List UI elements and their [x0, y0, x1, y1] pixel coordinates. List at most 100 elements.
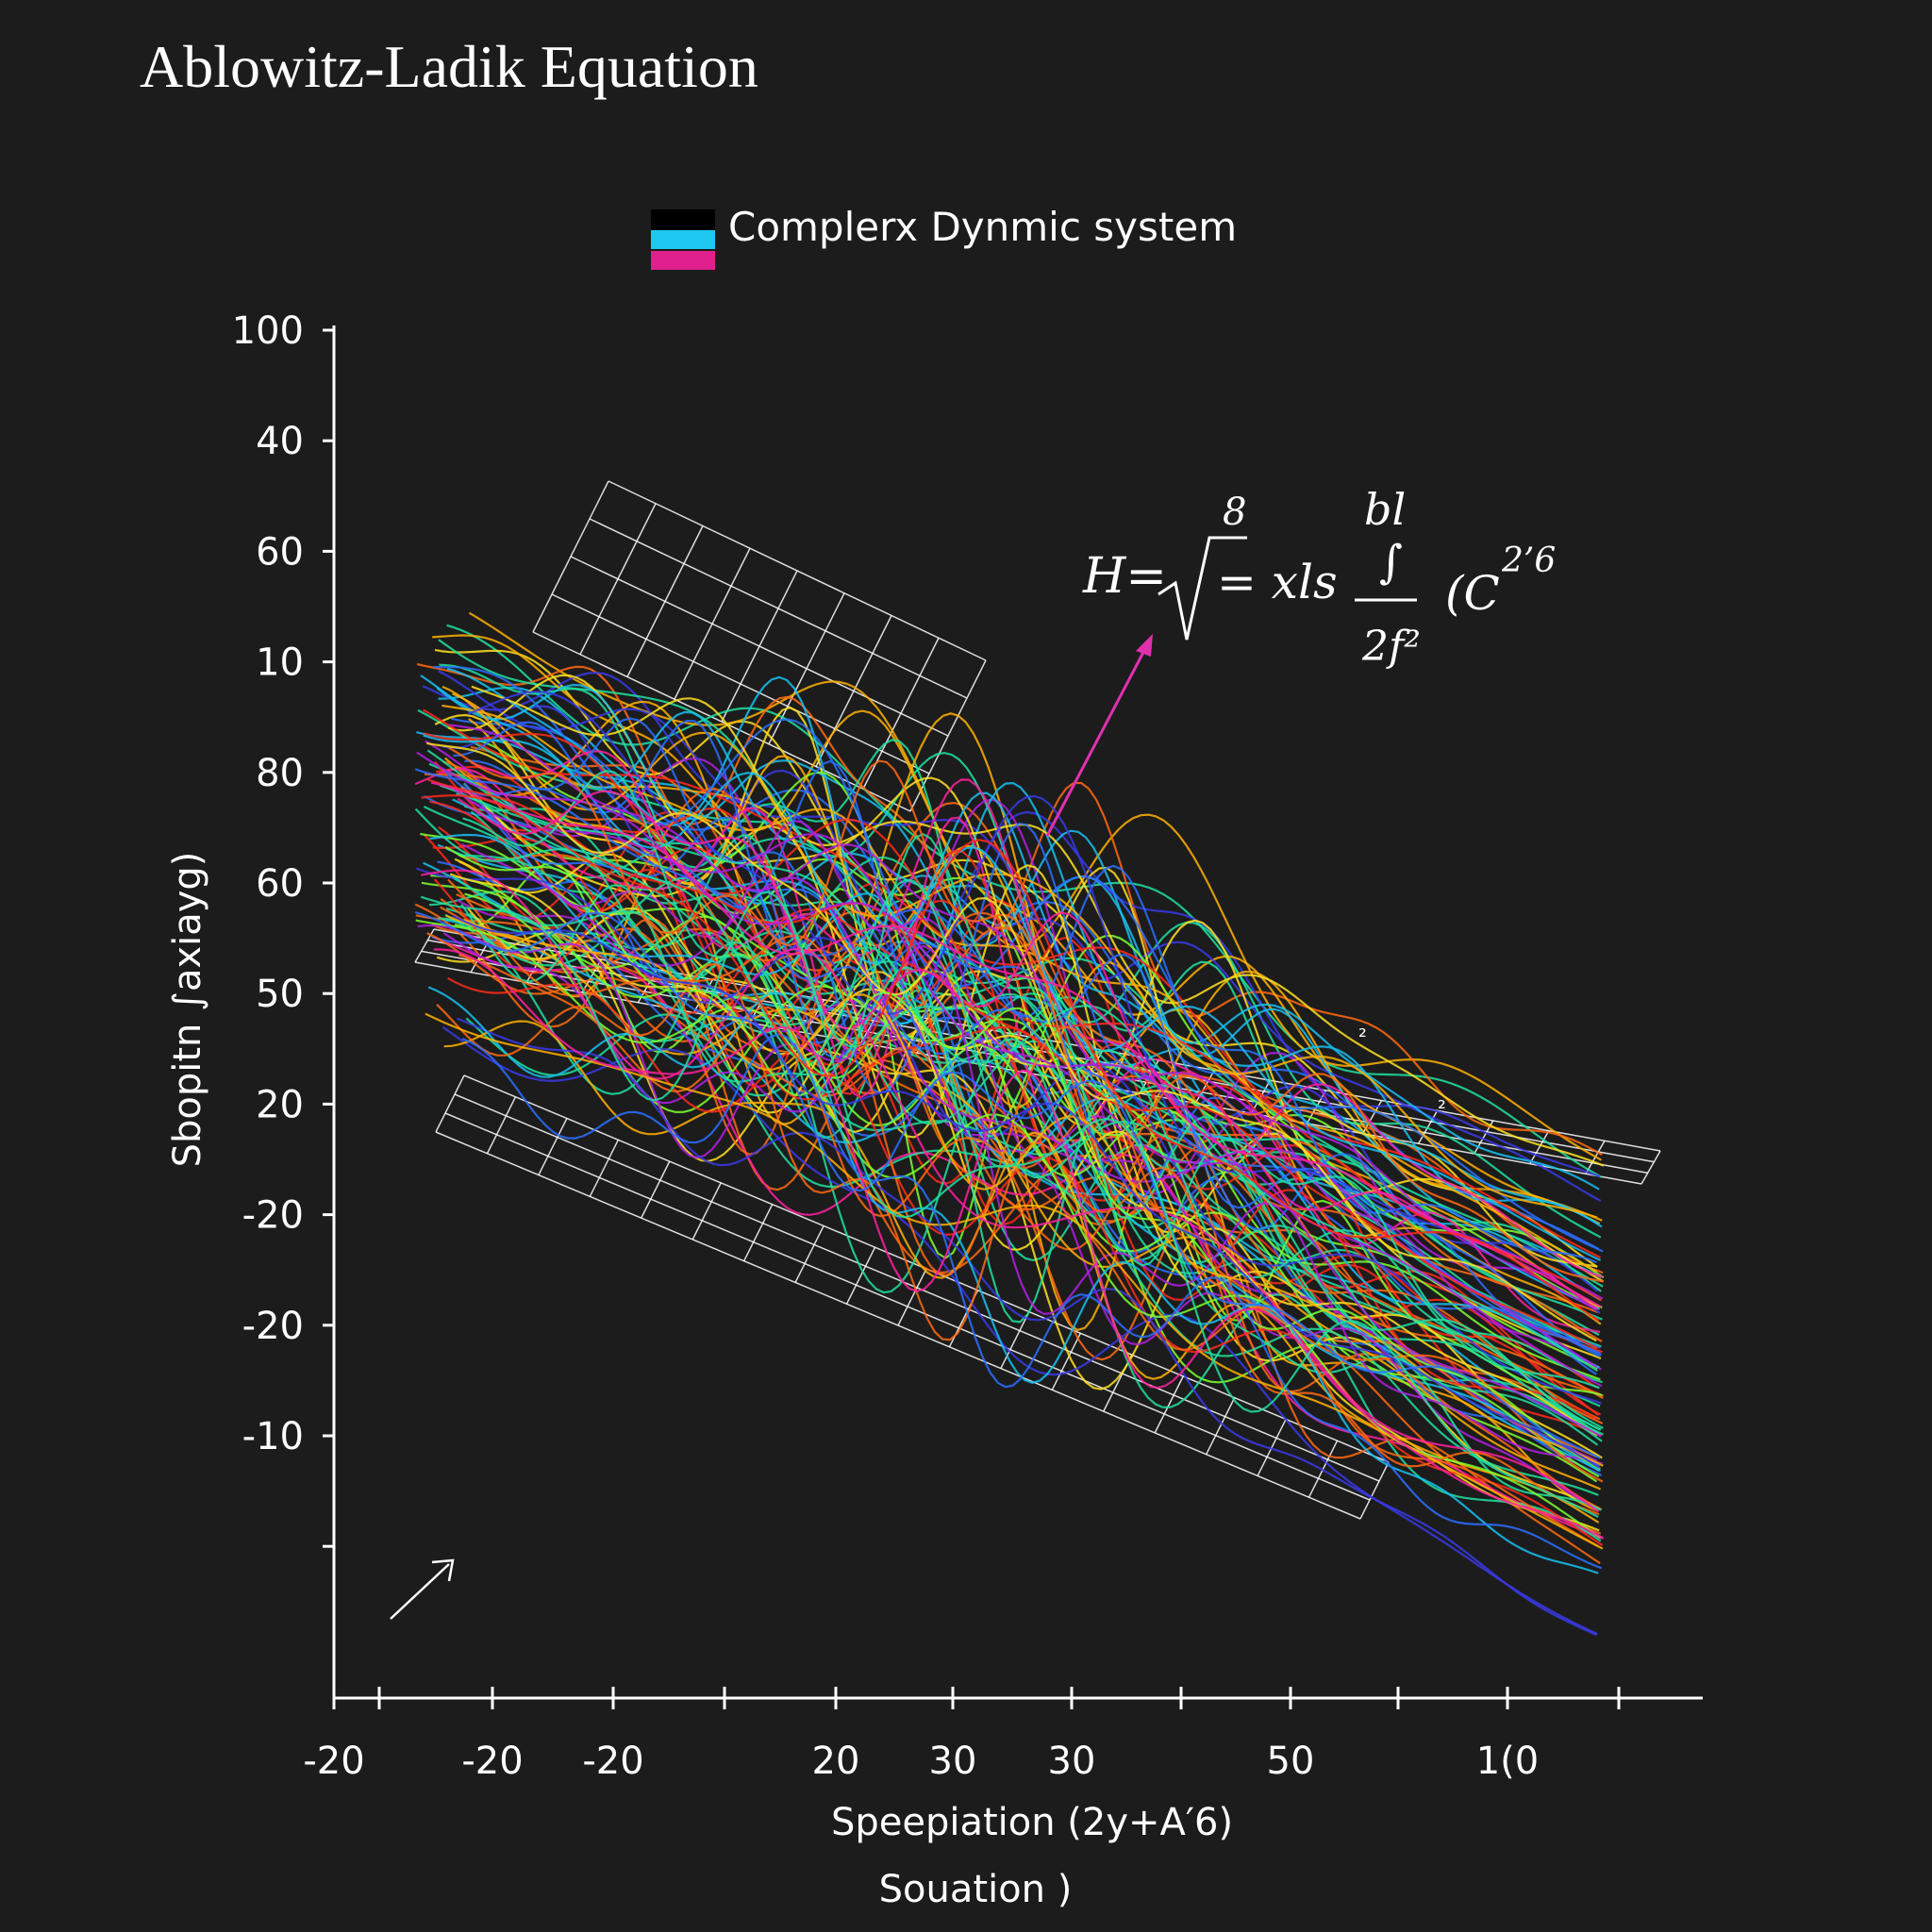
axes: 100 40 60 10 80 60 50 20 -20 -20 -10 -20 -20 -20 20 30…: [232, 309, 1703, 1783]
y-tick-label: -20: [242, 1305, 304, 1348]
grid-line: [845, 1246, 876, 1305]
x-tick-label: -20: [461, 1740, 523, 1783]
equation-tail: (C: [1445, 566, 1500, 621]
wave-curve: [468, 718, 1602, 1325]
wave-curve: [426, 749, 1598, 1373]
grid-line: [1205, 1397, 1236, 1456]
equation-pointer-arrowhead: [1136, 634, 1153, 657]
grid-line: [589, 1139, 620, 1197]
legend-swatch-cyan: [651, 230, 715, 249]
legend-swatch-magenta: [651, 251, 715, 270]
y-tick-label: 50: [256, 973, 304, 1016]
wave-curve: [417, 924, 1604, 1465]
y-tick-label: 100: [232, 309, 304, 353]
y-tick-label: -10: [242, 1415, 304, 1458]
grid-line: [1359, 1461, 1390, 1520]
wave-curve: [416, 867, 1602, 1405]
grid-line: [691, 1182, 722, 1241]
y-tick-label: 60: [256, 530, 304, 574]
equation-tail-superscript: 2’6: [1501, 541, 1556, 580]
y-tick-label: 20: [256, 1083, 304, 1126]
grid-line: [551, 593, 930, 774]
grid-line: [608, 480, 987, 661]
wave-curve: [452, 692, 1601, 1309]
wave-curve: [443, 1020, 1600, 1524]
wave-curve: [441, 1025, 1598, 1636]
wave-curve: [414, 767, 1601, 1334]
grid-line: [454, 1093, 1380, 1482]
grid-line: [1154, 1375, 1184, 1434]
data-curves: [414, 611, 1605, 1637]
wave-curve: [414, 768, 1601, 1358]
wave-curve: [461, 1033, 1603, 1570]
wave-curve: [415, 914, 1602, 1535]
legend-swatch-black: [651, 209, 715, 230]
equation-pointer-arrow: [1045, 641, 1151, 837]
grid-line: [589, 518, 968, 699]
wave-curve: [471, 685, 1605, 1167]
grid-line: [435, 1074, 465, 1133]
wave-curve: [438, 670, 1602, 1202]
grid-line: [486, 1096, 517, 1155]
grid-line: [444, 1112, 1371, 1501]
fraction-integral: ∫: [1379, 536, 1403, 589]
wave-curve: [433, 948, 1605, 1540]
grid-line: [897, 1268, 927, 1326]
grid-line: [1417, 1109, 1439, 1144]
grid-mark-1: ²: [1358, 1025, 1367, 1049]
y-tick-label: 80: [256, 752, 304, 795]
x-tick-label: 1(0: [1476, 1740, 1540, 1783]
grid-line: [1257, 1419, 1287, 1476]
grid-line: [794, 1225, 824, 1283]
wave-curve: [457, 899, 1598, 1462]
fraction-denominator: 2f²: [1361, 623, 1421, 671]
wave-curve: [421, 794, 1600, 1322]
wave-curve: [453, 721, 1601, 1349]
wave-curve: [457, 790, 1598, 1310]
wave-curve: [426, 778, 1598, 1350]
wave-curve: [464, 805, 1597, 1349]
x-tick-label: 20: [812, 1740, 860, 1783]
wave-curve: [452, 914, 1601, 1469]
wave-curve: [414, 911, 1601, 1459]
wave-curve: [421, 869, 1599, 1513]
wave-curve: [414, 808, 1602, 1431]
grid-line: [1051, 1332, 1082, 1391]
fraction-numerator: bl: [1364, 484, 1406, 535]
wave-curve: [426, 741, 1597, 1342]
y-tick-label: -20: [242, 1194, 304, 1238]
grid-line: [538, 1118, 568, 1175]
square-root-sign: [1158, 536, 1247, 641]
equation-middle: = xls: [1217, 555, 1338, 609]
x-tick-label: 50: [1267, 1740, 1315, 1783]
wave-curve: [448, 746, 1605, 1283]
legend-label: Complerx Dynmic system: [728, 204, 1237, 250]
wave-curve: [420, 675, 1599, 1225]
equation-annotation: H= 8 = xls bl ∫ 2f² (C 2’6: [1045, 484, 1556, 837]
grid-line: [1194, 1070, 1215, 1104]
wave-curve: [444, 845, 1601, 1470]
wave-curve: [423, 734, 1602, 1261]
wave-curve: [462, 770, 1603, 1384]
wave-curve: [444, 719, 1601, 1355]
y-tick-label: 10: [256, 641, 304, 685]
wave-curve: [420, 891, 1599, 1518]
y-tick-label: 60: [256, 862, 304, 906]
wave-curve: [465, 1013, 1599, 1496]
grid-mark-2: ²: [1438, 1097, 1446, 1121]
root-index: 8: [1223, 491, 1246, 534]
wave-curve: [430, 781, 1602, 1308]
wave-curve: [430, 874, 1601, 1381]
wave-curve: [456, 1017, 1597, 1637]
x-axis-sublabel: Souation ): [879, 1868, 1073, 1911]
grid-line: [570, 556, 949, 737]
wave-curve: [448, 724, 1597, 1310]
grid-line: [1529, 1130, 1550, 1165]
grid-line: [435, 1131, 1361, 1520]
x-axis-ticks: -20 -20 -20 20 30 30 50 1(0: [303, 1687, 1621, 1783]
grid-line: [742, 1204, 774, 1262]
corner-arrow-icon: [390, 1558, 455, 1620]
chart-title: Ablowitz-Ladik Equation: [140, 33, 758, 100]
grid-line: [1641, 1150, 1661, 1185]
